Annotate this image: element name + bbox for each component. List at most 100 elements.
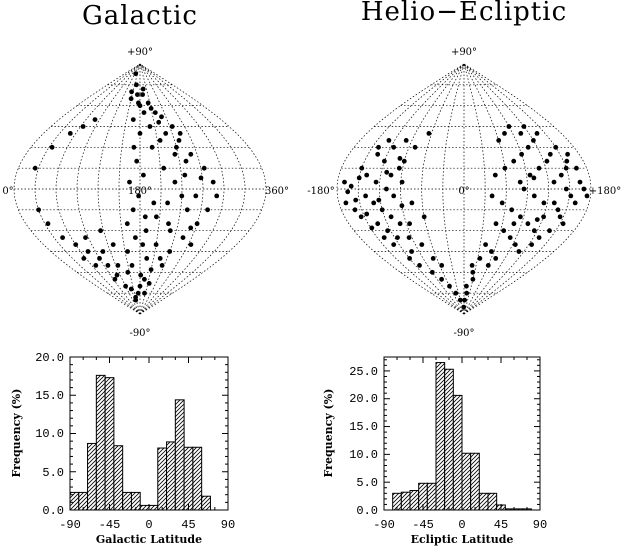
data-point [157, 256, 163, 261]
data-point [426, 131, 432, 136]
data-point [166, 221, 171, 227]
data-point [32, 165, 38, 171]
data-point [148, 106, 154, 111]
data-point [461, 304, 467, 310]
data-point [169, 124, 175, 129]
data-point [97, 256, 102, 261]
data-point [143, 228, 149, 234]
histogram-bar [426, 482, 437, 511]
data-point [165, 200, 171, 206]
data-point [114, 272, 120, 278]
data-point [527, 172, 533, 178]
data-point [453, 290, 459, 296]
data-point [412, 144, 418, 150]
galactic-points [32, 71, 220, 303]
data-point [183, 158, 189, 164]
data-point [376, 144, 381, 150]
histogram-bar [113, 445, 124, 511]
galactic-histogram-ylabels: 0.0 5.0 10.0 15.0 20.0 [35, 351, 64, 518]
data-point [67, 131, 73, 136]
histogram-bar [201, 495, 211, 511]
data-point [194, 221, 200, 227]
data-point [142, 276, 147, 282]
data-point [574, 165, 579, 171]
data-point [464, 283, 469, 289]
data-point [214, 193, 220, 199]
data-point [544, 158, 550, 164]
data-point [419, 242, 425, 248]
x-tick-label: 0 [458, 518, 465, 532]
ecliptic-center-label: 0° [458, 186, 469, 197]
data-point [560, 221, 566, 227]
data-point [153, 242, 159, 248]
data-point [105, 263, 111, 268]
data-point [541, 200, 547, 206]
data-point [553, 144, 559, 150]
data-point [407, 221, 412, 227]
ecliptic-histogram-ylabels: 0.0 5.0 10.0 15.0 20.0 25.0 [349, 365, 378, 518]
y-tick-label: 10.0 [35, 427, 64, 441]
data-point [534, 217, 540, 223]
data-point [369, 225, 375, 231]
data-point [572, 200, 578, 206]
data-point [509, 207, 515, 213]
data-point [100, 249, 106, 254]
data-point [485, 263, 491, 268]
data-point [521, 186, 527, 192]
data-point [439, 276, 444, 282]
data-point [373, 179, 379, 185]
x-tick-label: 45 [181, 518, 195, 532]
data-point [148, 267, 154, 272]
ecliptic-histogram-tick-marks [383, 357, 541, 511]
data-point [364, 172, 370, 178]
data-point [133, 235, 138, 241]
data-point [98, 228, 103, 234]
data-point [131, 144, 137, 150]
histogram-bar [478, 492, 489, 511]
data-point [493, 221, 499, 227]
data-point [149, 144, 155, 150]
ecliptic-top-label: +90° [451, 47, 477, 58]
data-point [511, 221, 517, 227]
data-point [555, 207, 561, 213]
galactic-left-label: 0° [2, 186, 13, 197]
data-point [384, 186, 389, 192]
data-point [110, 242, 116, 248]
data-point [502, 165, 508, 171]
ecliptic-histogram: 0.0 5.0 10.0 15.0 20.0 25.0 -90 -45 0 45… [322, 356, 547, 546]
data-point [536, 165, 542, 171]
galactic-histogram-tick-marks [69, 356, 229, 511]
galactic-histogram: 0.0 5.0 10.0 15.0 20.0 -90 -45 0 45 90 G… [10, 351, 235, 546]
data-point [177, 131, 183, 136]
histogram-bar [461, 452, 472, 511]
data-point [462, 297, 467, 303]
data-point [128, 286, 134, 292]
data-point [198, 175, 204, 181]
galactic-title: Galactic [82, 1, 198, 31]
data-point [140, 242, 146, 248]
data-point [179, 193, 185, 199]
data-point [140, 86, 146, 92]
ecliptic-histogram-bars [392, 362, 532, 511]
data-point [381, 235, 387, 241]
ecliptic-histogram-xlabel: Ecliptic Latitude [411, 533, 514, 546]
data-point [348, 183, 354, 189]
data-point [430, 256, 436, 261]
data-point [401, 158, 407, 164]
data-point [391, 193, 397, 199]
data-point [144, 256, 150, 261]
data-point [464, 290, 470, 296]
data-point [529, 242, 534, 248]
data-point [531, 228, 537, 234]
ecliptic-points [342, 124, 590, 310]
data-point [156, 119, 162, 125]
data-point [188, 225, 194, 231]
meridian-line [463, 63, 550, 315]
data-point [388, 172, 394, 178]
data-point [565, 151, 570, 157]
data-point [507, 235, 513, 241]
data-point [551, 200, 557, 206]
x-tick-label: -90 [373, 518, 395, 532]
data-point [477, 256, 483, 261]
data-point [399, 203, 405, 209]
